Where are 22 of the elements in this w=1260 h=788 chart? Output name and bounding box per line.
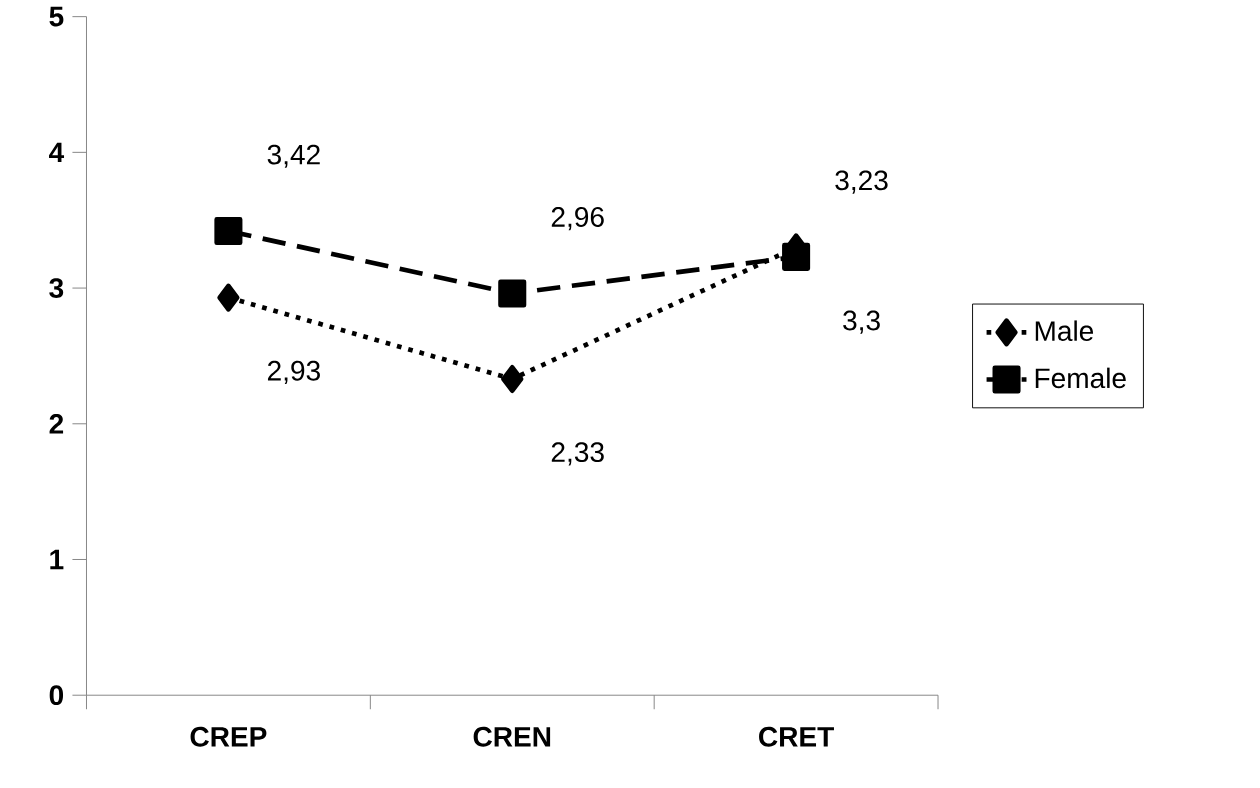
point	[501, 364, 524, 393]
point	[214, 216, 243, 245]
y-tick-label: 2	[49, 413, 64, 434]
legend-label: Female	[1035, 367, 1126, 389]
data-label: 2,33	[551, 442, 604, 466]
legend-label: Male	[1035, 320, 1094, 341]
x-tick-label: CRET	[759, 726, 834, 747]
y-tick-label: 3	[49, 277, 64, 298]
point	[498, 279, 527, 308]
data-label: 2,96	[551, 206, 604, 231]
data-label: 2,93	[267, 360, 320, 384]
data-label: 3,42	[267, 144, 320, 168]
point	[782, 242, 811, 271]
x-tick-label: CREP	[190, 726, 267, 747]
data-label: 3,23	[835, 170, 888, 194]
data-label: 3,3	[843, 310, 880, 334]
point	[217, 283, 240, 312]
x-tick-label: CREN	[473, 726, 551, 747]
y-tick-label: 5	[49, 6, 64, 27]
y-tick-label: 0	[49, 685, 64, 705]
y-tick-label: 4	[49, 142, 65, 162]
y-tick-label: 1	[50, 549, 64, 569]
